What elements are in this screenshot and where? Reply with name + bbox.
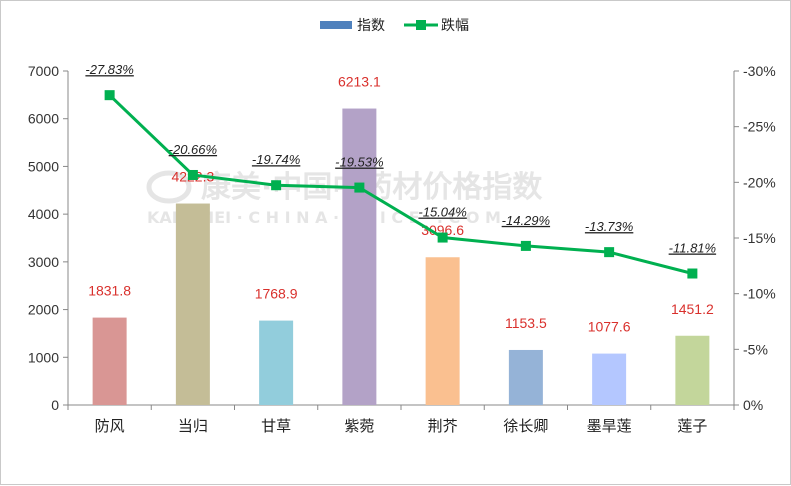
bar-value-label: 1077.6 xyxy=(588,319,631,335)
right-tick-label: -15% xyxy=(743,230,776,246)
line-value-label: -13.73% xyxy=(585,219,633,234)
line-point xyxy=(187,169,198,180)
bar xyxy=(92,317,127,405)
x-category-label: 徐长卿 xyxy=(503,417,548,435)
right-tick-label: 0% xyxy=(743,397,763,413)
line-value-label: -14.29% xyxy=(502,213,550,228)
bar-series xyxy=(92,108,710,405)
legend: 指数 跌幅 xyxy=(320,18,469,34)
line-point xyxy=(104,90,115,101)
right-axis-ticks: 0% -5% -10% -15% -20% -25% -30% xyxy=(734,63,776,413)
bar xyxy=(175,203,210,405)
line-point xyxy=(437,232,448,243)
bar xyxy=(342,108,377,405)
legend-line-label: 跌幅 xyxy=(441,18,469,34)
left-axis-ticks: 0 1000 2000 3000 4000 5000 6000 7000 xyxy=(28,63,68,413)
x-category-label: 紫菀 xyxy=(344,417,374,435)
x-category-label: 甘草 xyxy=(261,417,291,435)
left-tick-label: 6000 xyxy=(28,111,59,127)
left-tick-label: 2000 xyxy=(28,302,59,318)
line-value-label: -15.04% xyxy=(418,205,466,220)
line-value-label: -20.66% xyxy=(169,142,217,157)
left-tick-label: 5000 xyxy=(28,158,59,174)
left-tick-label: 3000 xyxy=(28,254,59,270)
line-value-label: -11.81% xyxy=(669,241,716,256)
x-category-label: 荆芥 xyxy=(428,417,458,435)
line-point xyxy=(271,180,282,191)
right-tick-label: -5% xyxy=(743,341,768,357)
bar-value-label: 6213.1 xyxy=(338,74,381,90)
bar-value-label: 1153.5 xyxy=(505,315,547,331)
line-path xyxy=(108,94,693,275)
line-value-label: -27.83% xyxy=(85,62,133,77)
bar-value-label: 3096.6 xyxy=(421,222,464,238)
bar-value-label: 1768.9 xyxy=(255,286,298,302)
line-point xyxy=(604,247,615,258)
line-point xyxy=(520,240,531,251)
watermark-logo-icon xyxy=(146,170,192,204)
legend-line-marker xyxy=(416,20,426,30)
bar xyxy=(592,353,627,405)
x-category-label: 当归 xyxy=(178,417,208,435)
bar xyxy=(675,335,710,405)
bar xyxy=(259,320,294,405)
line-value-label: -19.53% xyxy=(335,155,383,170)
line-value-label: -19.74% xyxy=(252,152,300,167)
right-tick-label: -10% xyxy=(743,286,776,302)
line-point xyxy=(687,268,698,279)
left-tick-label: 4000 xyxy=(28,206,59,222)
line-data-labels: -27.83% -20.66% -19.74% -19.53% -15.04% -14.2… xyxy=(85,62,716,255)
x-category-label: 防风 xyxy=(95,417,125,435)
x-axis-ticks: 防风 当归 甘草 紫菀 荆芥 徐长卿 墨旱莲 莲子 xyxy=(67,405,735,435)
bar xyxy=(508,349,543,405)
watermark-line2: KANGMEI · C H I N A · P R I C E · . C O … xyxy=(147,208,501,227)
bar-value-label: 1831.8 xyxy=(88,283,131,299)
bar xyxy=(425,257,460,405)
right-tick-label: -30% xyxy=(743,63,776,79)
right-tick-label: -20% xyxy=(743,174,776,190)
line-point xyxy=(354,182,365,193)
right-tick-label: -25% xyxy=(743,119,776,135)
left-tick-label: 1000 xyxy=(28,349,59,365)
bar-value-label: 1451.2 xyxy=(671,301,714,317)
line-series xyxy=(104,90,698,279)
left-tick-label: 0 xyxy=(51,397,59,413)
left-tick-label: 7000 xyxy=(28,63,59,79)
legend-bar-label: 指数 xyxy=(357,18,385,34)
x-category-label: 墨旱莲 xyxy=(587,417,632,435)
x-category-label: 莲子 xyxy=(677,417,707,435)
legend-bar-swatch xyxy=(320,21,352,29)
